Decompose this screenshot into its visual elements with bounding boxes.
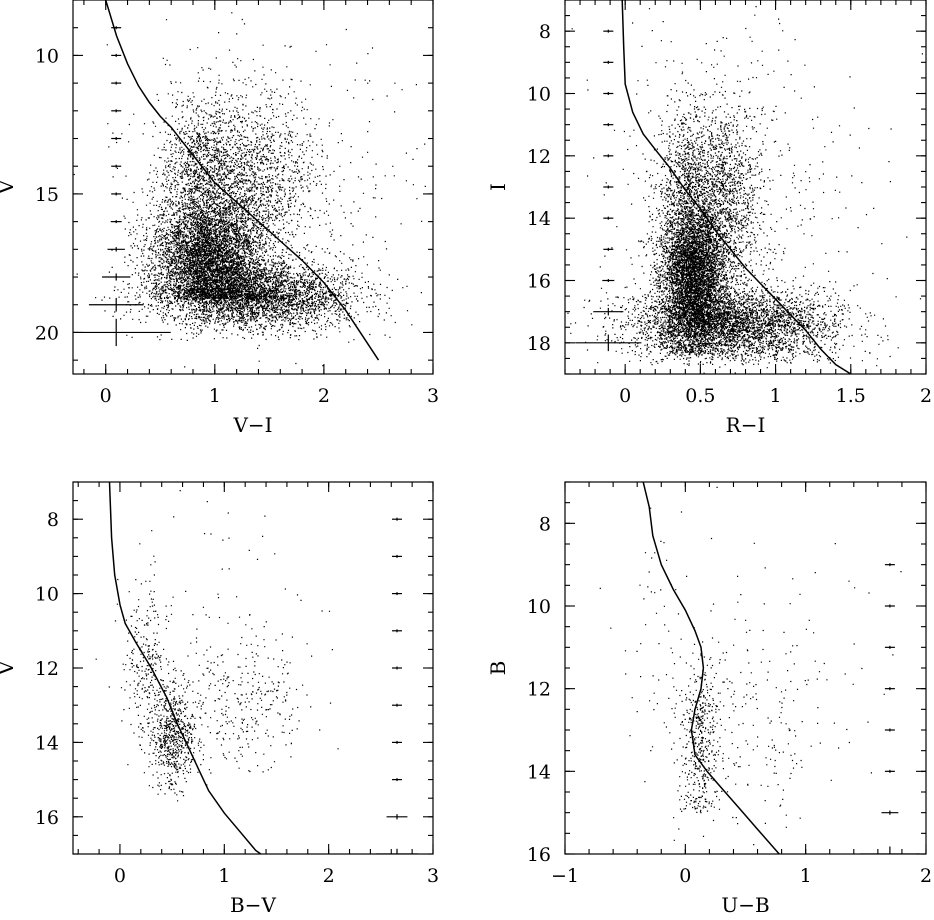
x-tick-label: 1.5 xyxy=(836,385,866,407)
y-tick-label: 10 xyxy=(527,596,551,618)
axis-ticks xyxy=(73,0,434,374)
x-tick-label: 0 xyxy=(114,865,126,887)
y-tick-label: 16 xyxy=(35,807,59,829)
y-tick-label: 12 xyxy=(527,146,551,168)
y-tick-label: 14 xyxy=(527,208,551,230)
y-tick-label: 16 xyxy=(527,271,551,293)
y-tick-label: 16 xyxy=(527,844,551,866)
x-axis-title: U−B xyxy=(721,893,769,915)
star-cloud-2 xyxy=(101,241,422,341)
star-cloud-3 xyxy=(128,57,355,306)
plot-frame xyxy=(564,0,927,375)
error-bars xyxy=(73,26,171,347)
x-tick-label: 1 xyxy=(800,865,812,887)
sequence-line xyxy=(108,482,262,854)
x-tick-label: 3 xyxy=(427,865,439,887)
star-cloud-4 xyxy=(635,60,735,337)
x-tick-label: 2 xyxy=(920,385,932,407)
scatter-points xyxy=(567,6,923,374)
y-tick-label: 15 xyxy=(35,184,59,206)
star-cloud-2 xyxy=(636,601,850,846)
y-axis-title: I xyxy=(486,183,510,191)
star-cloud-2 xyxy=(567,245,922,366)
x-tick-label: 0 xyxy=(679,865,691,887)
x-tick-label: 2 xyxy=(318,385,330,407)
star-cloud-2 xyxy=(108,555,170,787)
star-cloud-4 xyxy=(141,57,261,290)
scatter-points xyxy=(73,12,426,368)
error-bars xyxy=(376,517,418,854)
y-axis-title: V xyxy=(0,660,18,676)
plot-frame xyxy=(72,481,434,855)
axis-ticks xyxy=(73,481,434,855)
x-tick-label: 3 xyxy=(427,385,439,407)
plot-frame xyxy=(72,0,434,375)
x-axis-title: V−I xyxy=(232,413,272,437)
y-tick-label: 18 xyxy=(527,333,551,355)
star-cloud-5 xyxy=(571,6,923,374)
y-tick-label: 8 xyxy=(539,21,551,43)
star-cloud-3 xyxy=(599,486,728,792)
y-tick-label: 10 xyxy=(35,45,59,67)
axis-ticks xyxy=(564,481,927,855)
sequence-line xyxy=(104,0,380,361)
y-tick-label: 8 xyxy=(47,509,59,531)
x-tick-label: 1 xyxy=(218,865,230,887)
x-axis-title: R−I xyxy=(726,413,766,437)
star-cloud-1 xyxy=(663,637,737,814)
x-tick-label: −1 xyxy=(551,865,579,887)
x-tick-label: 0 xyxy=(619,385,631,407)
error-bars xyxy=(575,29,642,352)
x-tick-label: 1 xyxy=(770,385,782,407)
x-tick-label: 1 xyxy=(209,385,221,407)
y-tick-label: 12 xyxy=(527,679,551,701)
sequence-line xyxy=(621,0,852,374)
y-axis-title: V xyxy=(0,179,18,195)
y-tick-label: 10 xyxy=(527,84,551,106)
y-tick-label: 14 xyxy=(35,732,59,754)
x-tick-label: 2 xyxy=(920,865,932,887)
y-tick-label: 8 xyxy=(539,513,551,535)
star-cloud-1 xyxy=(127,657,219,802)
plot-frame xyxy=(564,481,927,855)
star-cloud-5 xyxy=(73,12,426,368)
x-axis-title: B−V xyxy=(230,893,276,915)
panel-2: 0 0.5 1 1.5 2 8 10 12 14 16 18 R−I I xyxy=(486,0,932,437)
y-axis-title: B xyxy=(486,661,510,676)
star-cloud-3 xyxy=(169,593,339,773)
y-tick-label: 10 xyxy=(35,584,59,606)
star-cloud-3 xyxy=(661,36,786,362)
star-cloud-4 xyxy=(95,490,331,702)
y-tick-label: 20 xyxy=(35,322,59,344)
panel-1: 0 1 2 3 10 15 20 V−I V xyxy=(0,0,439,437)
error-bars xyxy=(859,563,920,854)
scatter-points xyxy=(599,486,923,846)
sequence-line xyxy=(642,482,780,854)
x-tick-label: 0 xyxy=(100,385,112,407)
star-cloud-4 xyxy=(674,511,923,828)
x-tick-label: 2 xyxy=(323,865,335,887)
y-tick-label: 12 xyxy=(35,658,59,680)
scatter-points xyxy=(95,490,339,802)
x-tick-label: 0.5 xyxy=(685,385,715,407)
y-tick-label: 14 xyxy=(527,761,551,783)
axis-ticks xyxy=(564,0,927,375)
